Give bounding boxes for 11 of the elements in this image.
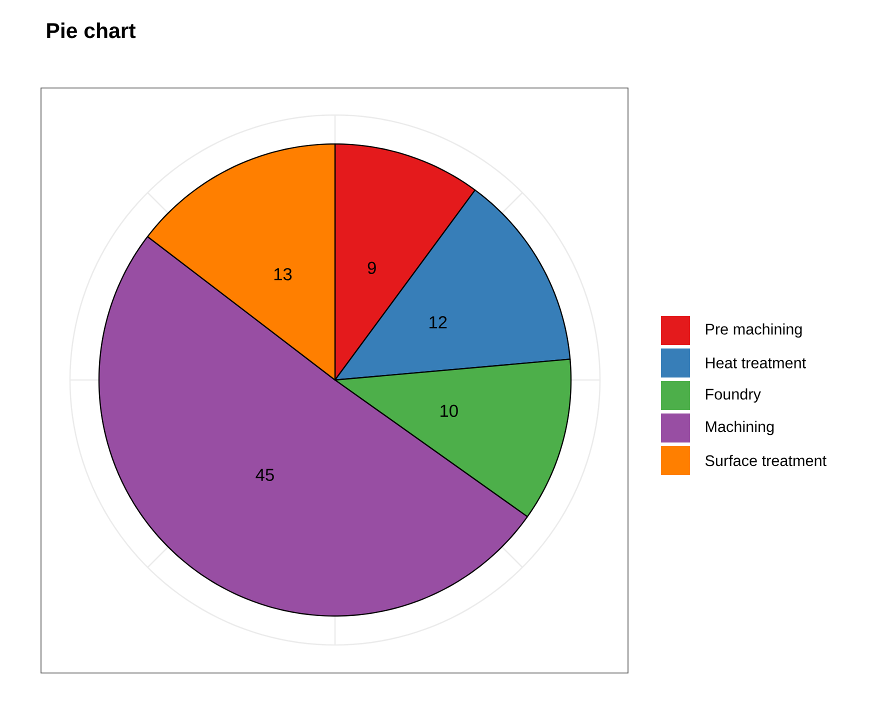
- data-label: 12: [430, 316, 447, 328]
- legend-label: Machining: [706, 420, 774, 436]
- legend-label: Pre machining: [706, 323, 802, 338]
- chart-title: Pie chart: [47, 22, 136, 38]
- data-label: 13: [274, 268, 292, 280]
- data-label: 10: [440, 404, 458, 418]
- legend-label: Foundry: [706, 388, 761, 403]
- data-label: 45: [256, 468, 274, 482]
- legend-label: Surface treatment: [705, 454, 826, 466]
- data-label: 9: [368, 262, 376, 274]
- legend-label: Heat treatment: [706, 358, 806, 368]
